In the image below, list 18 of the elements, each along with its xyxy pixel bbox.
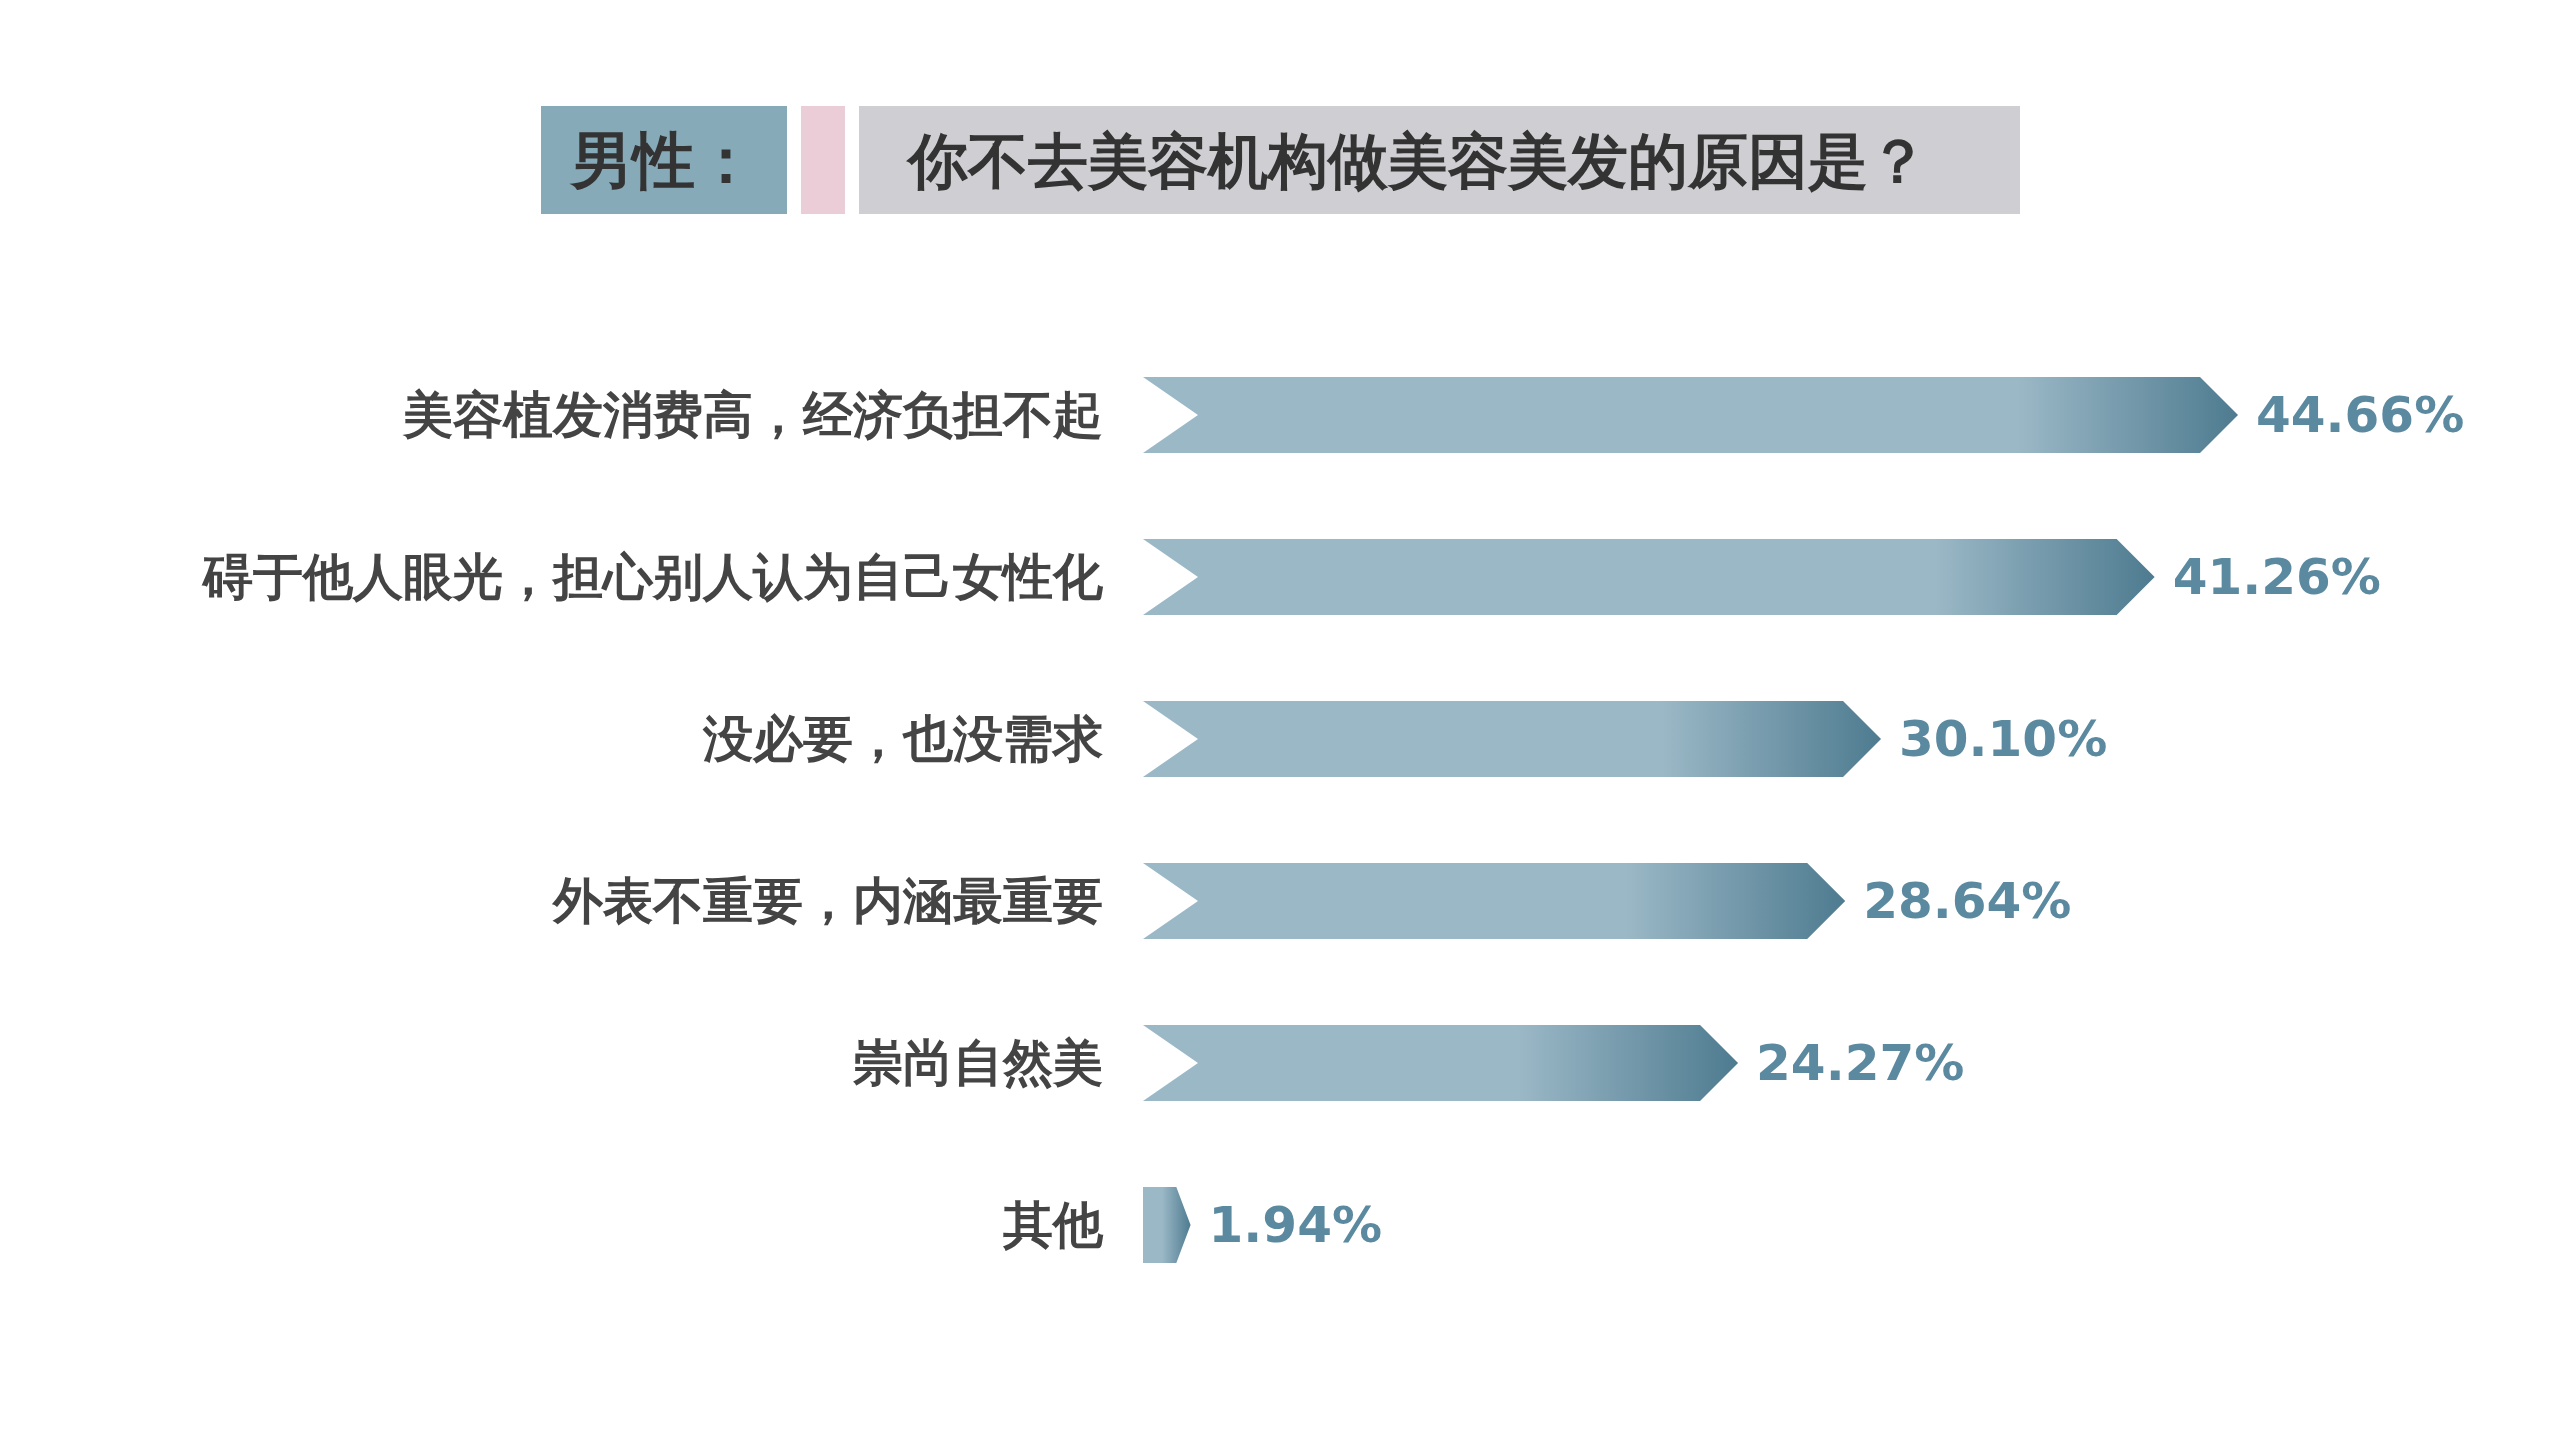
chart-title: 男性：	[569, 124, 757, 197]
y-tick-label: 外表不重要，内涵最重要	[551, 872, 1103, 930]
y-tick-label: 其他	[1002, 1196, 1104, 1254]
y-tick-label: 崇尚自然美	[853, 1034, 1103, 1092]
data-label: 30.10%	[1899, 710, 2108, 768]
y-tick-label: 碍于他人眼光，担心别人认为自己女性化	[201, 548, 1104, 606]
data-label: 44.66%	[2256, 386, 2465, 444]
y-tick-label: 美容植发消费高，经济负担不起	[402, 386, 1103, 444]
chart-subtitle: 你不去美容机构做美容美发的原因是？	[906, 126, 1928, 196]
bar	[1143, 377, 2238, 453]
bar	[1143, 701, 1882, 777]
bar	[1143, 863, 1846, 939]
data-label: 1.94%	[1208, 1196, 1383, 1254]
data-label: 24.27%	[1756, 1034, 1965, 1092]
data-label: 41.26%	[2172, 548, 2381, 606]
data-label: 28.64%	[1863, 872, 2072, 930]
y-tick-label: 没必要，也没需求	[702, 710, 1103, 768]
bar	[1143, 539, 2155, 615]
